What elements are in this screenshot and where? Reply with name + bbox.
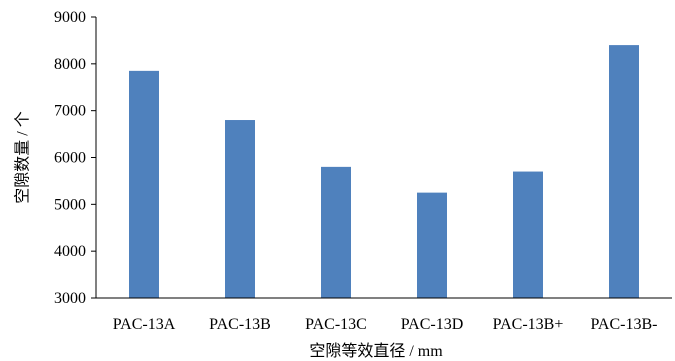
y-axis-title: 空隙数量 / 个 [14, 111, 32, 203]
x-tick-label: PAC-13C [305, 316, 367, 333]
x-axis-title: 空隙等效直径 / mm [309, 342, 443, 360]
y-tick-label: 7000 [54, 103, 86, 120]
x-tick-label: PAC-13B- [591, 316, 658, 333]
axes-group [95, 17, 672, 299]
bar-pac-13d [417, 192, 447, 298]
y-tick-label: 8000 [54, 56, 86, 73]
bars-group [129, 45, 639, 299]
bar-pac-13c [321, 166, 351, 298]
y-tick-label: 6000 [54, 150, 86, 167]
y-tick-label: 3000 [54, 290, 86, 307]
bar-pac-13a [129, 70, 159, 298]
x-tick-label: PAC-13B [209, 316, 271, 333]
x-tick-label: PAC-13A [113, 316, 176, 333]
y-ticks-group: 3000 4000 5000 6000 7000 8000 9000 [54, 9, 96, 307]
x-tick-label: PAC-13D [401, 316, 464, 333]
y-tick-label: 4000 [54, 243, 86, 260]
y-tick-label: 9000 [54, 9, 86, 26]
bar-pac-13b-minus [609, 45, 639, 298]
bar-pac-13b [225, 120, 255, 299]
y-tick-label: 5000 [54, 196, 86, 213]
x-tick-label: PAC-13B+ [493, 316, 564, 333]
bar-pac-13bplus [513, 171, 543, 298]
x-ticks-group: PAC-13A PAC-13B PAC-13C PAC-13D PAC-13B+ PAC-… [113, 316, 658, 333]
